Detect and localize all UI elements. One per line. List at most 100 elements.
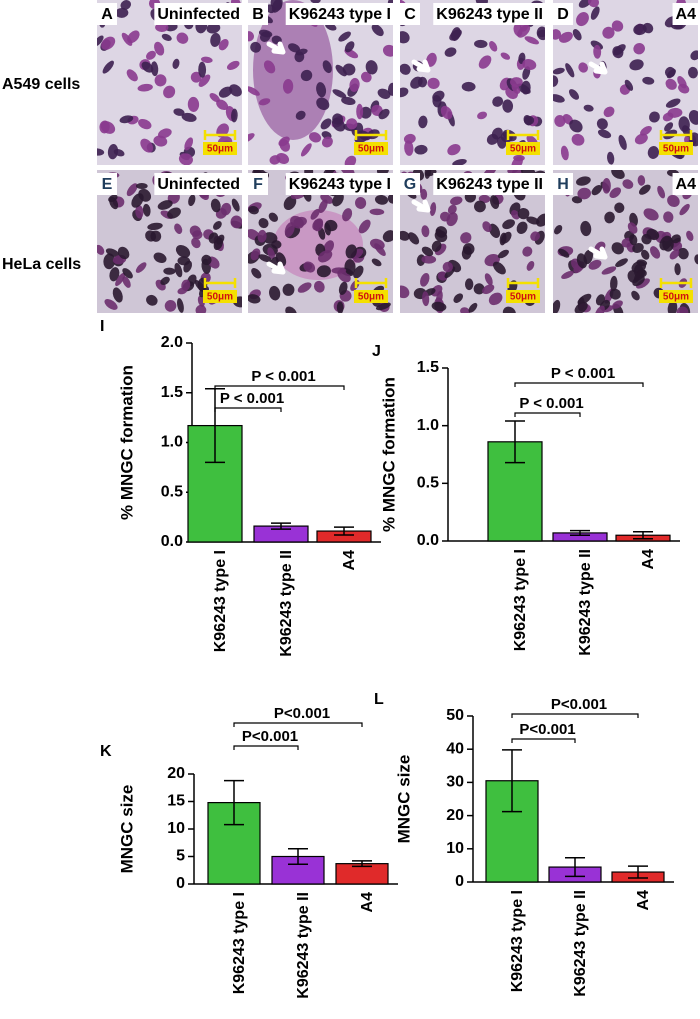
nucleus xyxy=(163,85,176,99)
nucleus xyxy=(200,56,213,63)
nucleus xyxy=(282,78,294,94)
y-tick-label: 40 xyxy=(446,740,464,757)
nucleus xyxy=(426,52,437,67)
nucleus xyxy=(371,24,384,37)
nucleus xyxy=(553,67,565,75)
giant-cell xyxy=(253,0,333,140)
error-bar xyxy=(570,529,590,536)
micrograph xyxy=(400,0,545,165)
nucleus xyxy=(578,0,592,8)
nucleus xyxy=(554,115,566,127)
scale-label: 50μm xyxy=(510,144,536,155)
nucleus xyxy=(553,75,559,87)
nucleus xyxy=(218,38,229,51)
significance-bracket xyxy=(511,713,639,718)
y-tick-label: 20 xyxy=(446,807,464,824)
nucleus xyxy=(283,195,297,211)
arrow xyxy=(411,59,431,73)
nucleus xyxy=(145,50,156,60)
nucleus xyxy=(558,248,570,258)
nucleus xyxy=(154,41,165,56)
y-axis-label: % MNGC formation xyxy=(379,377,398,532)
nucleus xyxy=(594,305,605,313)
nucleus xyxy=(365,60,378,75)
panel-letter-bg xyxy=(248,3,268,25)
significance-label: P < 0.001 xyxy=(519,395,583,412)
nucleus xyxy=(536,26,545,41)
x-tick-label: K96243 type I xyxy=(212,550,229,652)
nucleus xyxy=(460,307,471,313)
scale-label-bg xyxy=(659,290,693,303)
nucleus xyxy=(344,259,356,275)
significance-label: P < 0.001 xyxy=(251,368,315,385)
x-tick-label: K96243 type I xyxy=(231,892,248,994)
nucleus xyxy=(602,178,611,194)
panel-letter: H xyxy=(557,176,569,193)
nucleus xyxy=(686,230,694,241)
significance-bracket xyxy=(514,382,644,387)
nucleus xyxy=(140,138,154,153)
significance-bracket xyxy=(511,738,576,743)
y-tick-label: 0 xyxy=(455,873,464,890)
nucleus xyxy=(659,235,672,251)
panel-letter: A xyxy=(101,6,113,23)
error-bar xyxy=(352,860,372,868)
nucleus xyxy=(665,78,677,90)
nucleus xyxy=(464,278,474,291)
nucleus xyxy=(174,223,183,234)
panel-letter-bg xyxy=(553,3,573,25)
error-bar xyxy=(628,865,648,879)
nucleus xyxy=(642,22,654,34)
nucleus xyxy=(175,245,191,258)
nucleus xyxy=(489,195,500,209)
nucleus xyxy=(420,188,428,200)
nucleus xyxy=(321,136,333,148)
x-tick-label: K96243 type II xyxy=(278,550,295,657)
nucleus xyxy=(101,36,116,50)
nucleus xyxy=(431,284,443,297)
nucleus xyxy=(320,118,332,130)
nucleus xyxy=(141,61,154,73)
nucleus xyxy=(460,232,472,244)
nucleus xyxy=(431,301,447,312)
significance-label: P < 0.001 xyxy=(220,390,284,407)
nucleus xyxy=(231,198,240,212)
significance-bracket xyxy=(233,745,299,750)
nucleus xyxy=(578,62,588,73)
nucleus xyxy=(173,108,185,116)
nucleus xyxy=(502,219,515,230)
nucleus xyxy=(615,258,628,268)
nucleus xyxy=(188,194,196,207)
nucleus xyxy=(167,207,181,219)
nucleus xyxy=(115,272,126,287)
nucleus xyxy=(609,288,621,300)
scale-bar xyxy=(659,278,693,288)
nucleus xyxy=(356,103,364,120)
nucleus xyxy=(316,82,327,98)
nucleus xyxy=(336,301,344,313)
nucleus xyxy=(300,143,312,157)
nucleus xyxy=(104,299,118,310)
nucleus xyxy=(431,240,442,252)
nucleus xyxy=(318,250,333,263)
nucleus xyxy=(332,192,344,207)
nucleus xyxy=(250,248,261,261)
nucleus xyxy=(198,74,211,87)
nucleus xyxy=(131,193,144,208)
significance-label: P<0.001 xyxy=(519,721,575,738)
nucleus xyxy=(201,254,212,266)
micrograph xyxy=(97,0,242,165)
y-tick-label: 0.5 xyxy=(417,475,439,492)
nucleus xyxy=(387,194,393,204)
nucleus xyxy=(177,256,191,266)
panel-letter: K xyxy=(100,743,112,760)
nucleus xyxy=(496,136,507,149)
nucleus xyxy=(576,12,589,27)
nucleus xyxy=(602,26,615,39)
nucleus xyxy=(524,36,540,45)
nucleus xyxy=(488,223,501,239)
error-bar xyxy=(633,531,653,540)
nucleus xyxy=(450,196,463,206)
panel-title: K96243 type II xyxy=(436,176,543,193)
